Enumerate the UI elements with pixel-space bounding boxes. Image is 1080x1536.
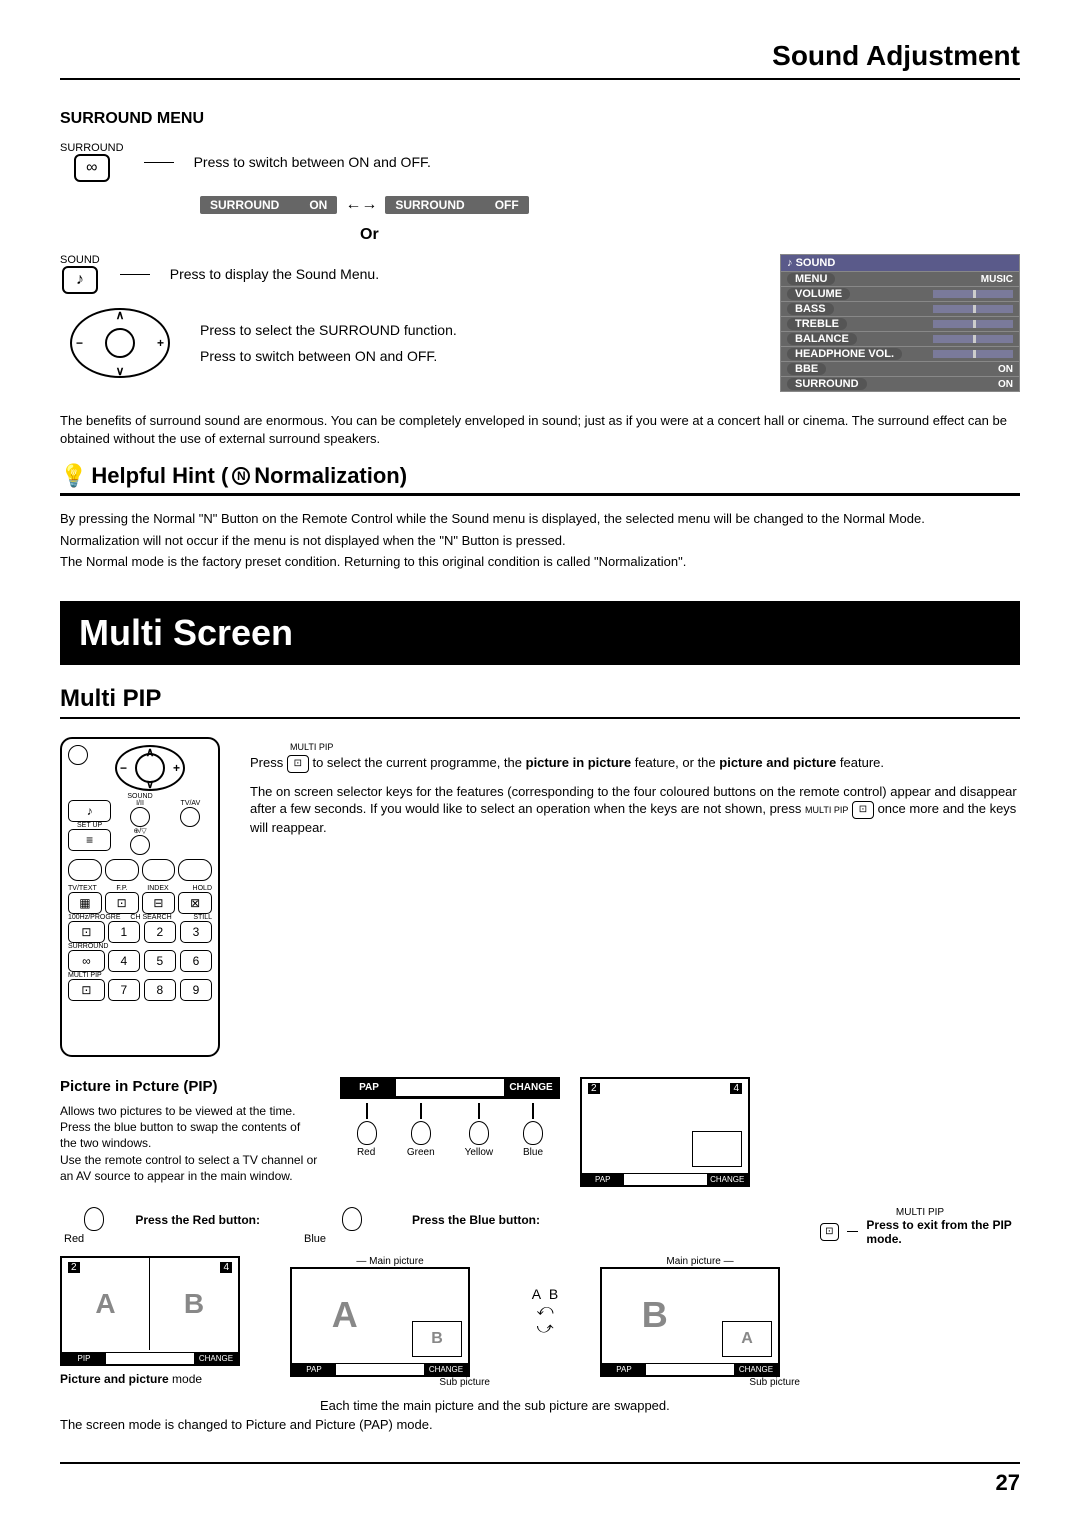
color-key-row: Red Green Yellow Blue [340, 1099, 560, 1162]
swap-arrows: A B ⤺⤻ [520, 1256, 570, 1338]
sub-pic-label-b: Sub picture [600, 1377, 800, 1388]
sound-osd-row: MENUMUSIC [781, 271, 1019, 286]
pip-osd-selector: PAP CHANGE [340, 1077, 560, 1099]
swap-b-screen: B A PAPCHANGE [600, 1267, 780, 1377]
sound-osd-row: HEADPHONE VOL. [781, 346, 1019, 361]
sound-osd-row: BALANCE [781, 331, 1019, 346]
pip-desc: Allows two pictures to be viewed at the … [60, 1103, 320, 1184]
sound-label: SOUND [60, 254, 100, 266]
press-select-text: Press to select the SURROUND function. [200, 322, 457, 338]
red-instruction: Press the Red button: [135, 1213, 260, 1227]
sub-pic-label-a: Sub picture [290, 1377, 490, 1388]
pip-button-icon: ⊡ [287, 755, 309, 773]
multi-pip-tiny: MULTI PIP [290, 741, 333, 753]
surround-paragraph: The benefits of surround sound are enorm… [60, 412, 1020, 447]
surround-menu-heading: SURROUND MENU [60, 110, 1020, 128]
press-switch-text-2: Press to switch between ON and OFF. [200, 348, 457, 364]
sound-osd-row: TREBLE [781, 316, 1019, 331]
blue-instruction: Press the Blue button: [412, 1213, 540, 1227]
multipip-title: Multi PIP [60, 685, 1020, 719]
page-title: Sound Adjustment [60, 40, 1020, 80]
main-pic-label-a: — Main picture [290, 1256, 490, 1267]
swap-a-screen: A B PAPCHANGE [290, 1267, 470, 1377]
exit-text: Press to exit from the PIP mode. [866, 1218, 1020, 1246]
exit-icon: ⊡ [820, 1223, 839, 1241]
hint-p3: The Normal mode is the factory preset co… [60, 553, 1020, 571]
feature-title: Multi Screen [60, 601, 1020, 665]
sound-osd-row: BASS [781, 301, 1019, 316]
sound-osd-row: BBEON [781, 361, 1019, 376]
pap-mode-screen: 2 4 A B PIPCHANGE [60, 1256, 240, 1366]
or-label: Or [360, 226, 660, 244]
pip-button-icon-2: ⊡ [852, 801, 874, 819]
red-label: Red [64, 1233, 260, 1245]
multipip-desc1: Press ⊡ to select the current programme,… [250, 754, 1020, 773]
page-number: 27 [60, 1462, 1020, 1496]
press-switch-text: Press to switch between ON and OFF. [194, 154, 431, 170]
hint-p2: Normalization will not occur if the menu… [60, 532, 1020, 550]
sound-osd-header: ♪ SOUND [781, 255, 1019, 271]
main-pic-label-b: Main picture — [600, 1256, 800, 1267]
pap-mode-caption: Picture and picture mode [60, 1372, 260, 1386]
hint-p1: By pressing the Normal "N" Button on the… [60, 510, 1020, 528]
n-icon: N [232, 467, 250, 485]
exit-top-label: MULTI PIP [820, 1207, 1020, 1218]
press-display-text: Press to display the Sound Menu. [170, 266, 379, 282]
blue-bulb-icon [342, 1207, 362, 1231]
nav-pad-icon: ∧ ∨ − + [70, 308, 170, 378]
surround-icon: ∞ [74, 154, 110, 182]
multipip-desc2: The on screen selector keys for the feat… [250, 783, 1020, 837]
surround-block: SURROUND ∞ Press to switch between ON an… [60, 142, 1020, 392]
swap-caption: Each time the main picture and the sub p… [320, 1398, 1020, 1413]
pip-preview-screen: 2 4 PAPCHANGE [580, 1077, 750, 1187]
sound-icon: ♪ [62, 266, 98, 294]
sound-osd-row: VOLUME [781, 286, 1019, 301]
remote-diagram: ∧ ∨ − + SOUND ♪SET UP≡ I/II⊕/▽ TV/AV TV/… [60, 737, 230, 1057]
surround-label: SURROUND [60, 142, 124, 154]
pip-subtitle: Picture in Pcture (PIP) [60, 1077, 320, 1097]
sound-osd-row: SURROUNDON [781, 376, 1019, 391]
sound-osd-menu: ♪ SOUND MENUMUSICVOLUMEBASSTREBLEBALANCE… [780, 254, 1020, 392]
surround-state-pills: SURROUNDON ←→ SURROUNDOFF [200, 196, 660, 214]
bulb-icon: 💡 [60, 463, 87, 489]
red-bulb-icon [84, 1207, 104, 1231]
pap-bottom-caption: The screen mode is changed to Picture an… [60, 1417, 1020, 1432]
hint-title: 💡 Helpful Hint (NNormalization) [60, 463, 1020, 496]
blue-label: Blue [304, 1233, 540, 1245]
